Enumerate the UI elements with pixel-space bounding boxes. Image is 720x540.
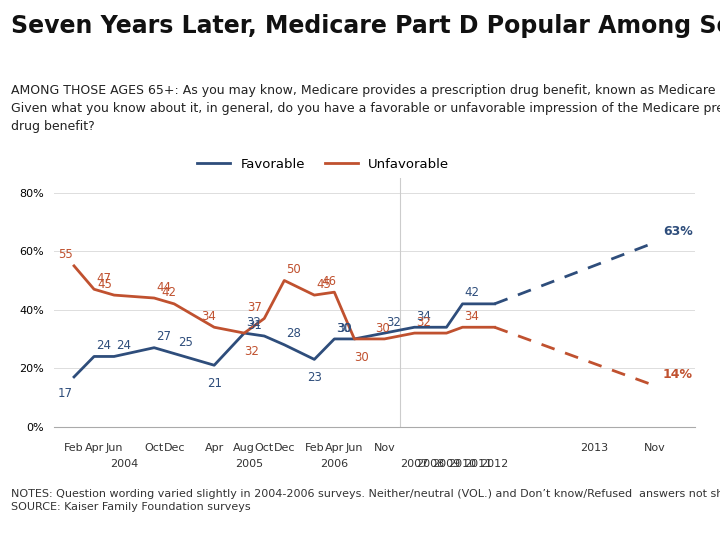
Text: 42: 42	[161, 287, 176, 300]
Text: 47: 47	[96, 272, 111, 285]
Text: 34: 34	[464, 310, 480, 323]
Text: Nov: Nov	[644, 443, 665, 453]
Text: 32: 32	[244, 345, 259, 358]
Text: 32: 32	[416, 316, 431, 329]
Text: 2008: 2008	[416, 459, 444, 469]
Text: 2009: 2009	[433, 459, 461, 469]
Text: Feb: Feb	[305, 443, 324, 453]
Text: AMONG THOSE AGES 65+: As you may know, Medicare provides a prescription drug ben: AMONG THOSE AGES 65+: As you may know, M…	[11, 84, 720, 133]
Text: 30: 30	[376, 321, 390, 335]
Text: 42: 42	[464, 287, 480, 300]
Text: 46: 46	[321, 275, 336, 288]
Text: Dec: Dec	[274, 443, 295, 453]
Text: Apr: Apr	[325, 443, 344, 453]
Text: 24: 24	[116, 339, 131, 352]
Text: Dec: Dec	[163, 443, 185, 453]
Text: 2006: 2006	[320, 459, 348, 469]
Text: 32: 32	[387, 316, 401, 329]
Text: KAISER: KAISER	[617, 504, 668, 517]
Text: 34: 34	[416, 310, 431, 323]
Text: 55: 55	[58, 248, 73, 261]
Legend: Favorable, Unfavorable: Favorable, Unfavorable	[192, 152, 454, 176]
Text: 31: 31	[248, 319, 262, 332]
Text: 34: 34	[202, 310, 216, 323]
Text: 28: 28	[287, 327, 301, 340]
Text: 63%: 63%	[662, 225, 693, 238]
Text: Seven Years Later, Medicare Part D Popular Among Seniors: Seven Years Later, Medicare Part D Popul…	[11, 14, 720, 37]
Text: 2013: 2013	[580, 443, 608, 453]
Text: 24: 24	[96, 339, 111, 352]
Text: 37: 37	[248, 301, 262, 314]
Text: NOTES: Question wording varied slightly in 2004-2006 surveys. Neither/neutral (V: NOTES: Question wording varied slightly …	[11, 489, 720, 512]
Text: Aug: Aug	[233, 443, 255, 453]
Text: FAMILY: FAMILY	[624, 516, 662, 526]
Text: 2011: 2011	[464, 459, 492, 469]
Text: Apr: Apr	[204, 443, 224, 453]
Text: 17: 17	[58, 387, 73, 400]
Text: Oct: Oct	[145, 443, 163, 453]
Text: 45: 45	[316, 278, 331, 291]
Text: 50: 50	[287, 263, 301, 276]
Text: Oct: Oct	[255, 443, 274, 453]
Text: 2010: 2010	[449, 459, 477, 469]
Text: 45: 45	[97, 278, 112, 291]
Text: 25: 25	[178, 336, 193, 349]
Text: 2004: 2004	[110, 459, 138, 469]
Text: 30: 30	[354, 350, 369, 363]
Text: 32: 32	[246, 316, 261, 329]
Text: THE HENRY J.: THE HENRY J.	[622, 496, 663, 501]
Text: Jun: Jun	[346, 443, 363, 453]
Text: Nov: Nov	[374, 443, 395, 453]
Text: 30: 30	[338, 321, 352, 335]
Text: 21: 21	[207, 377, 222, 390]
Text: Feb: Feb	[64, 443, 84, 453]
Text: 27: 27	[156, 330, 171, 343]
Text: 2005: 2005	[235, 459, 264, 469]
Text: Jun: Jun	[105, 443, 123, 453]
Text: Apr: Apr	[84, 443, 104, 453]
Text: 14%: 14%	[662, 368, 693, 381]
Text: 23: 23	[307, 371, 322, 384]
Text: 44: 44	[156, 281, 171, 294]
Text: FOUNDATION: FOUNDATION	[621, 528, 664, 532]
Text: 2012: 2012	[480, 459, 508, 469]
Text: 2007: 2007	[400, 459, 428, 469]
Text: 30: 30	[336, 321, 351, 335]
